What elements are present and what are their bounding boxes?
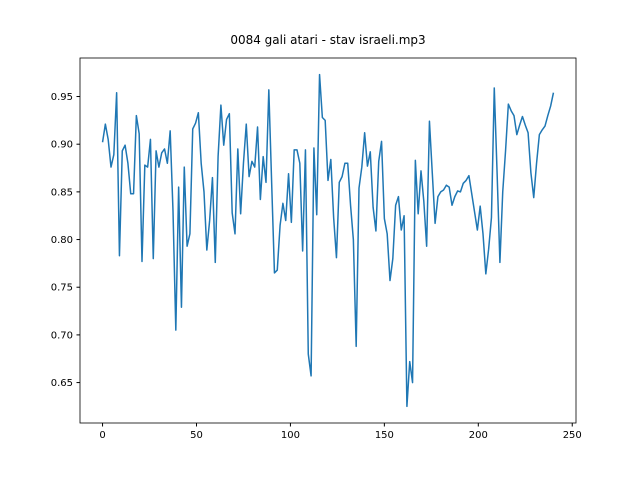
chart-title: 0084 gali atari - stav israeli.mp3 bbox=[230, 33, 425, 47]
x-tick-label: 0 bbox=[99, 430, 105, 441]
x-tick-label: 200 bbox=[469, 430, 488, 441]
y-tick-label: 0.65 bbox=[51, 378, 73, 389]
x-tick-label: 250 bbox=[563, 430, 582, 441]
x-tick-label: 50 bbox=[190, 430, 203, 441]
axes-frame bbox=[79, 57, 577, 424]
y-tick-label: 0.70 bbox=[51, 330, 73, 341]
y-tick-label: 0.85 bbox=[51, 187, 73, 198]
x-tick-label: 100 bbox=[281, 430, 300, 441]
y-tick-label: 0.80 bbox=[51, 235, 73, 246]
x-tick-label: 150 bbox=[375, 430, 394, 441]
data-line bbox=[101, 73, 555, 408]
y-tick-label: 0.75 bbox=[51, 283, 73, 294]
y-tick-label: 0.90 bbox=[51, 140, 73, 151]
y-tick-label: 0.95 bbox=[51, 92, 73, 103]
